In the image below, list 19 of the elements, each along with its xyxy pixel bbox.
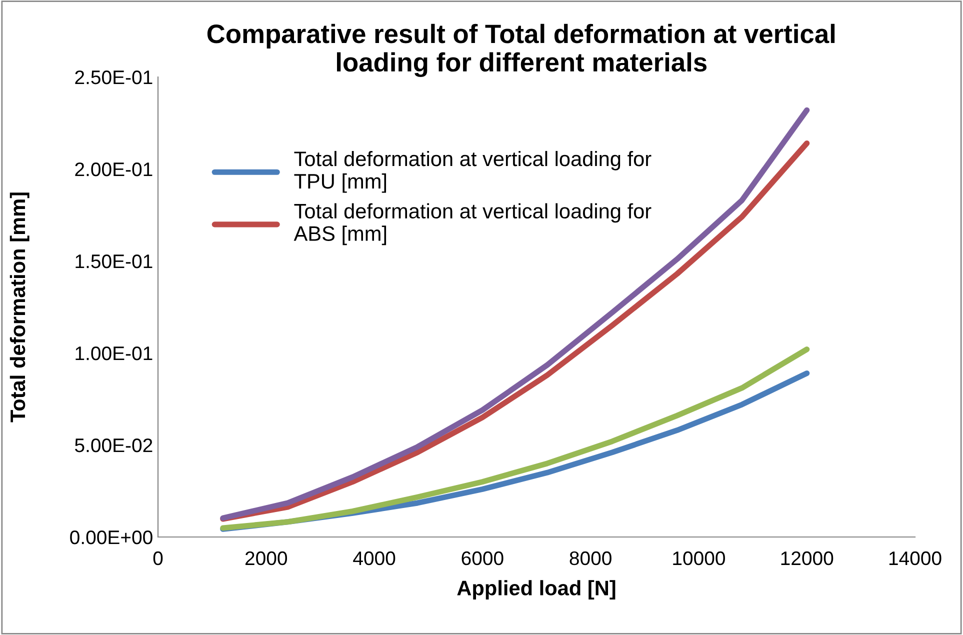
- y-tick-label: 2.00E-01: [75, 162, 152, 176]
- chart-title: Comparative result of Total deformation at vertical loading for different materials: [207, 24, 835, 77]
- y-tick-label: 5.00E-02: [75, 438, 152, 452]
- x-tick-label: 14000: [889, 551, 942, 566]
- x-tick-label: 10000: [673, 551, 725, 566]
- x-tick-label: 6000: [462, 551, 504, 566]
- x-tick-label: 4000: [353, 551, 396, 566]
- legend-label: Total deformation at vertical loading for TPU [mm]: [294, 150, 652, 193]
- x-axis-title: Applied load [N]: [457, 580, 616, 600]
- x-tick-label: 12000: [781, 551, 834, 566]
- x-tick-label: 2000: [245, 551, 288, 566]
- x-tick-label: 8000: [570, 551, 612, 566]
- x-tick-label: 0: [153, 551, 163, 566]
- legend-label: Total deformation at vertical loading for ABS [mm]: [294, 203, 652, 246]
- y-tick-label: 1.50E-01: [76, 254, 152, 268]
- y-tick-label: 1.00E-01: [76, 346, 152, 360]
- y-axis-title: Total deformation [mm]: [10, 192, 30, 422]
- y-tick-label: 2.50E-01: [75, 70, 152, 84]
- y-tick-label: 0.00E+00: [70, 530, 152, 544]
